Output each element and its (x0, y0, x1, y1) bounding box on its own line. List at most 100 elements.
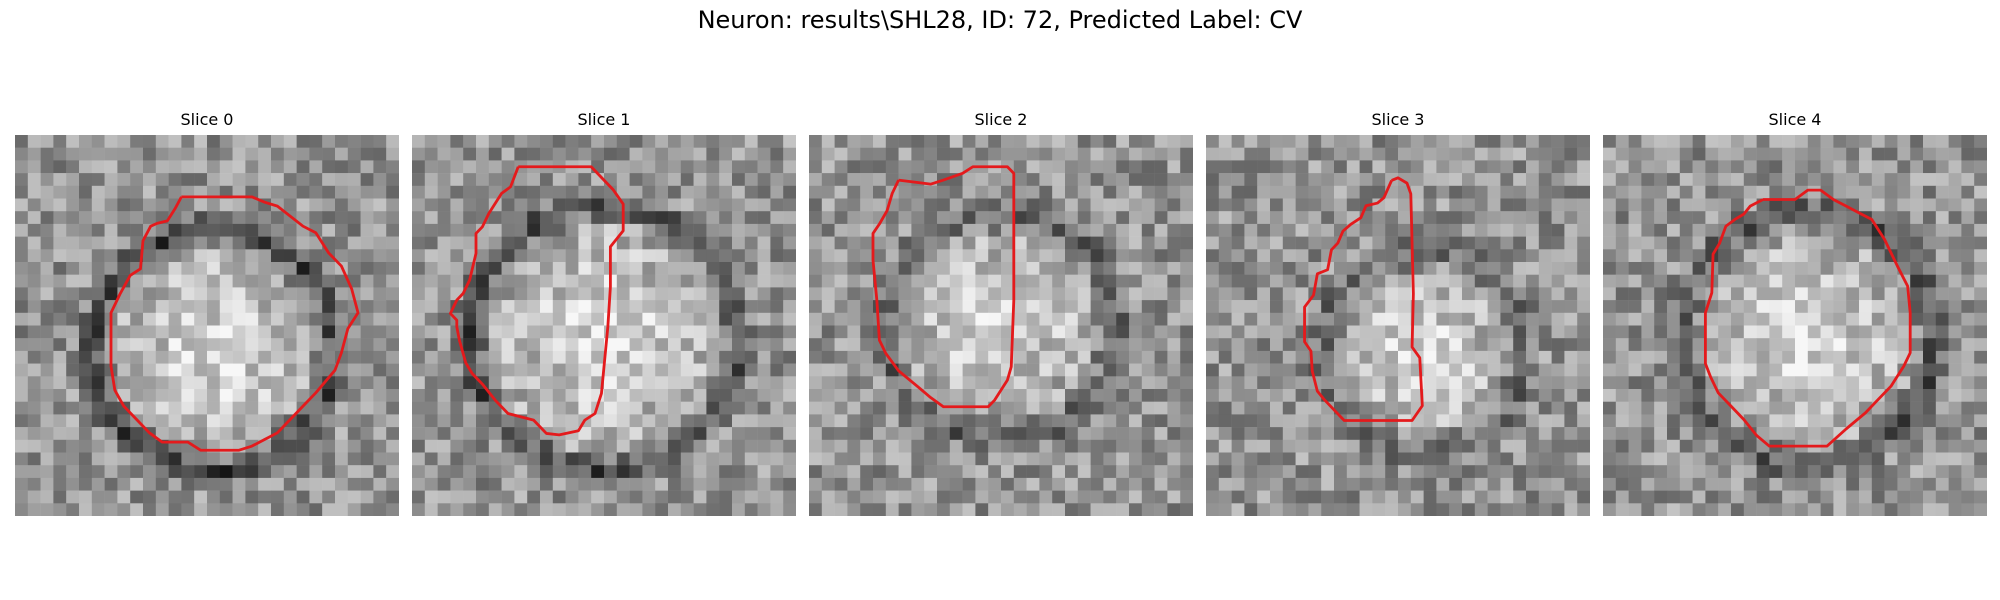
image-pixel (360, 477, 374, 491)
image-pixel (322, 223, 336, 237)
image-pixel (1231, 147, 1245, 161)
image-pixel (1052, 503, 1066, 516)
image-pixel (15, 363, 29, 377)
image-pixel (732, 401, 746, 415)
image-pixel (1474, 477, 1488, 491)
image-pixel (1884, 503, 1898, 516)
image-pixel (1679, 477, 1693, 491)
image-pixel (604, 350, 618, 364)
image-pixel (514, 312, 528, 326)
image-pixel (744, 439, 758, 453)
image-pixel (476, 325, 490, 339)
image-pixel (1551, 465, 1565, 479)
image-pixel (873, 503, 887, 516)
image-pixel (719, 439, 733, 453)
image-pixel (1065, 236, 1079, 250)
image-pixel (1462, 312, 1476, 326)
image-pixel (962, 427, 976, 441)
image-pixel (1705, 223, 1719, 237)
image-pixel (693, 503, 707, 516)
image-pixel (1295, 490, 1309, 504)
image-pixel (1385, 389, 1399, 402)
image-pixel (1359, 452, 1373, 466)
image-pixel (1372, 338, 1386, 352)
image-pixel (1731, 439, 1745, 453)
image-pixel (309, 452, 323, 466)
image-pixel (91, 147, 105, 161)
image-pixel (155, 249, 169, 263)
image-pixel (1065, 223, 1079, 237)
image-pixel (565, 452, 579, 466)
image-pixel (1321, 503, 1335, 516)
image-pixel (53, 274, 67, 288)
image-pixel (809, 376, 823, 390)
image-pixel (488, 173, 502, 187)
image-pixel (770, 401, 784, 415)
image-pixel (463, 477, 477, 491)
image-pixel (155, 401, 169, 415)
image-pixel (168, 503, 182, 516)
image-pixel (40, 477, 54, 491)
image-pixel (1270, 376, 1284, 390)
image-pixel (565, 312, 579, 326)
image-pixel (53, 350, 67, 364)
image-pixel (706, 401, 720, 415)
image-pixel (706, 312, 720, 326)
image-pixel (1282, 312, 1296, 326)
image-pixel (1052, 389, 1066, 402)
image-pixel (1359, 262, 1373, 275)
image-pixel (1603, 427, 1617, 441)
image-pixel (924, 350, 938, 364)
image-pixel (680, 401, 694, 415)
slice-image (412, 135, 796, 516)
image-pixel (1564, 389, 1578, 402)
image-pixel (540, 211, 554, 225)
image-pixel (706, 503, 720, 516)
image-pixel (1141, 147, 1155, 161)
image-pixel (412, 389, 426, 402)
image-pixel (1334, 325, 1348, 339)
image-pixel (1013, 490, 1027, 504)
image-pixel (1077, 338, 1091, 352)
image-pixel (693, 401, 707, 415)
image-pixel (437, 389, 451, 402)
image-pixel (258, 135, 272, 148)
image-pixel (1180, 363, 1193, 377)
image-pixel (1641, 223, 1655, 237)
image-pixel (1410, 325, 1424, 339)
image-pixel (1974, 439, 1987, 453)
image-pixel (207, 147, 221, 161)
image-pixel (1692, 503, 1706, 516)
image-pixel (1026, 300, 1040, 314)
image-pixel (924, 439, 938, 453)
image-pixel (809, 147, 823, 161)
image-pixel (642, 490, 656, 504)
image-pixel (668, 223, 682, 237)
image-pixel (1001, 185, 1015, 199)
image-pixel (155, 503, 169, 516)
image-pixel (1436, 503, 1450, 516)
image-pixel (1231, 338, 1245, 352)
image-pixel (386, 401, 399, 415)
image-pixel (181, 503, 195, 516)
image-pixel (1641, 135, 1655, 148)
image-pixel (1628, 427, 1642, 441)
image-pixel (1282, 401, 1296, 415)
image-pixel (770, 300, 784, 314)
image-pixel (1141, 414, 1155, 428)
image-pixel (1756, 503, 1770, 516)
image-pixel (1628, 211, 1642, 225)
image-pixel (1769, 350, 1783, 364)
image-pixel (924, 274, 938, 288)
image-pixel (219, 223, 233, 237)
image-pixel (1346, 198, 1360, 212)
image-pixel (347, 135, 361, 148)
image-pixel (1103, 338, 1117, 352)
image-pixel (911, 490, 925, 504)
image-pixel (1807, 274, 1821, 288)
image-pixel (1013, 300, 1027, 314)
image-pixel (1077, 223, 1091, 237)
image-pixel (847, 452, 861, 466)
image-pixel (578, 312, 592, 326)
image-pixel (1334, 173, 1348, 187)
